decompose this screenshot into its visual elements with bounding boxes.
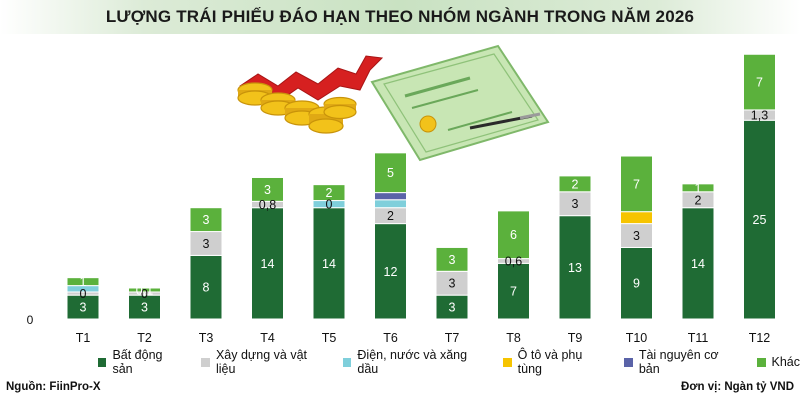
legend-item-construction: Xây dựng và vật liệu [201,348,322,376]
source-note: Nguồn: FiinPro-X [6,381,101,393]
bar-segment-t12-other [743,53,776,111]
bar-segment-t10-auto [620,211,653,225]
x-tick-label-t12: T12 [749,331,771,345]
bar-segment-t5-real_estate [312,207,346,320]
legend-item-auto: Ô tô và phụ tùng [503,348,604,376]
x-tick-label-t6: T6 [383,331,398,345]
bond-certificate-illustration [370,44,550,162]
x-tick-label-t3: T3 [199,331,214,345]
legend-label-real_estate: Bất động sản [112,348,163,376]
segment-label-t11-other: 1 [695,181,702,195]
bar-segment-t6-utilities [374,199,407,209]
bar-segment-t10-real_estate [620,246,653,320]
segment-label-t9-real_estate: 13 [568,261,582,275]
x-tick-label-t5: T5 [322,331,337,345]
legend-swatch-auto [503,357,512,367]
segment-label-t1-construction: 0 [80,287,87,301]
segment-label-t7-construction: 3 [449,277,456,291]
segment-label-t2-construction: 0 [141,287,148,301]
y-zero-label: 0 [27,313,34,327]
segment-label-t8-real_estate: 7 [510,285,517,299]
bar-segment-t8-other [497,210,530,260]
x-tick-label-t11: T11 [688,331,709,345]
legend-label-auto: Ô tô và phụ tùng [517,348,583,376]
segment-label-t5-other: 2 [326,186,333,200]
segment-label-t12-construction: 1,3 [751,109,768,123]
bar-segment-t4-other [251,176,284,202]
legend: Bất động sản Xây dựng và vật liệu Điện, nư… [98,348,800,376]
legend-swatch-construction [201,357,210,367]
chart-title: LƯỢNG TRÁI PHIẾU ĐÁO HẠN THEO NHÓM NGÀNH… [105,7,695,26]
legend-swatch-other [756,357,766,367]
segment-label-t4-other: 3 [264,183,271,197]
segment-label-t11-construction: 2 [695,193,702,207]
segment-label-t3-real_estate: 8 [203,281,210,295]
segment-label-t3-construction: 3 [203,237,210,251]
bar-segment-t9-other [558,175,592,193]
x-tick-label-t1: T1 [76,331,91,345]
legend-item-real_estate: Bất động sản [98,348,181,376]
segment-label-t6-real_estate: 12 [384,265,398,279]
bar-segment-t3-other [189,207,223,233]
segment-label-t5-utilities: 0 [326,198,333,212]
x-tick-label-t8: T8 [506,331,521,345]
bar-segment-t12-real_estate [743,119,776,320]
legend-label-resources: Tài nguyên cơ bản [638,348,719,376]
bar-segment-t6-real_estate [374,223,407,320]
bar-segment-t6-resources [374,192,407,201]
segment-label-t12-real_estate: 25 [753,213,767,227]
segment-label-t2-other: 0,1 [136,283,153,297]
legend-item-utilities: Điện, nước và xăng dầu [342,348,483,376]
segment-label-t3-other: 3 [203,213,210,227]
bars-group [66,53,776,320]
bar-segment-t2-other [128,287,161,293]
bar-segment-t8-real_estate [497,262,530,320]
segment-label-t10-other: 7 [633,177,640,191]
segment-label-t7-other: 3 [449,253,456,267]
legend-swatch-resources [624,357,633,367]
segment-label-t2-real_estate: 3 [141,301,148,315]
arrow-coins-illustration [237,55,384,134]
x-tick-label-t9: T9 [568,331,583,345]
legend-label-other: Khác [771,355,800,369]
segment-label-t6-other: 5 [387,166,394,180]
segment-label-t4-real_estate: 14 [261,257,275,271]
segment-label-t6-construction: 2 [387,209,394,223]
bar-segment-t7-other [435,246,469,272]
segment-label-t8-construction: 0,6 [505,254,522,268]
legend-label-utilities: Điện, nước và xăng dầu [357,348,468,376]
x-tick-labels-group: T1 T2 T3 T4 T5 T6 T7 T8 T9 T10 T11 T12 [76,331,771,345]
segment-label-t5-real_estate: 14 [322,257,336,271]
bar-segment-t3-real_estate [189,254,223,320]
bar-segment-t5-other [312,184,346,202]
segment-label-t1-real_estate: 3 [80,301,87,315]
segment-label-t10-construction: 3 [633,229,640,243]
segment-label-t9-other: 2 [572,177,579,191]
segment-label-t12-other: 7 [756,76,763,90]
segment-label-t10-real_estate: 9 [633,277,640,291]
legend-swatch-utilities [342,357,352,367]
segment-label-t9-construction: 3 [572,197,579,211]
title-bar [0,0,800,34]
bar-segment-t6-other [374,152,407,194]
x-tick-label-t4: T4 [260,331,275,345]
segment-label-t1-other: 1 [80,275,87,289]
bar-segment-t11-other [681,183,715,193]
bar-segment-t1-other [66,277,100,287]
unit-note: Đơn vị: Ngàn tỷ VND [681,381,794,393]
legend-label-construction: Xây dựng và vật liệu [215,348,307,376]
segment-label-t11-real_estate: 14 [691,257,705,271]
legend-item-other: Khác [756,355,800,369]
legend-item-resources: Tài nguyên cơ bản [624,348,736,376]
segment-label-t7-real_estate: 3 [449,301,456,315]
x-tick-label-t7: T7 [445,331,460,345]
x-tick-label-t10: T10 [626,331,648,345]
legend-swatch-real_estate [98,357,107,367]
segment-label-t4-construction: 0,8 [259,198,276,212]
bar-segment-t10-other [620,155,653,213]
segment-label-t8-other: 6 [510,228,517,242]
x-tick-label-t2: T2 [137,331,152,345]
